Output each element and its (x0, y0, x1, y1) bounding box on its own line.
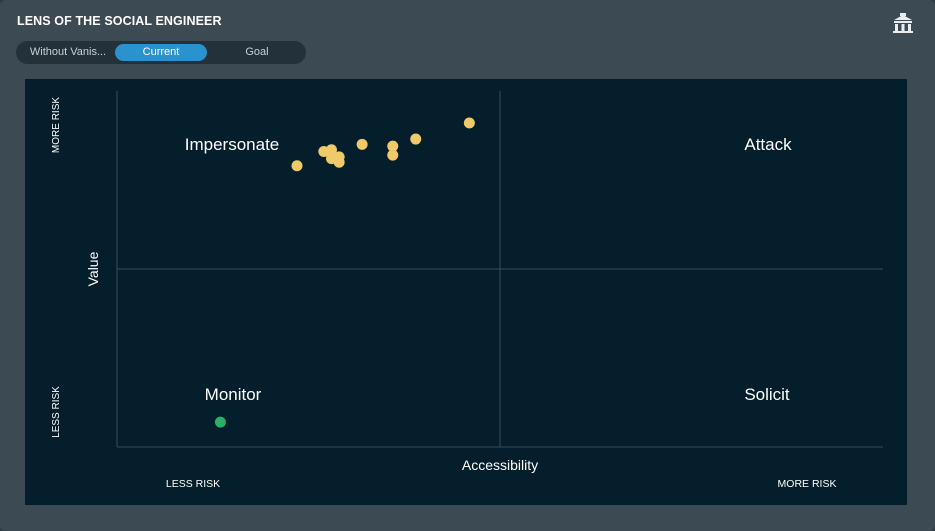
data-points (214, 117, 475, 428)
building-icon (893, 13, 913, 33)
x-axis-high-label: MORE RISK (778, 478, 837, 490)
data-point-1-0[interactable] (214, 416, 226, 428)
toggle-current[interactable]: Current (115, 44, 207, 61)
y-axis-low-label: LESS RISK (51, 386, 62, 438)
y-axis-high-label: MORE RISK (51, 97, 62, 153)
data-point-0-6[interactable] (356, 138, 368, 150)
data-point-0-9[interactable] (410, 133, 422, 145)
quadrant-label-attack: Attack (744, 135, 792, 154)
data-point-0-8[interactable] (387, 149, 399, 161)
scenario-toggle: Without Vanis... Current Goal (16, 41, 306, 64)
x-axis-title: Accessibility (462, 457, 538, 473)
quadrant-chart: Impersonate Attack Monitor Solicit Value… (51, 91, 883, 490)
widget-title: LENS OF THE SOCIAL ENGINEER (17, 14, 222, 28)
data-point-0-5[interactable] (333, 156, 345, 168)
data-point-0-3[interactable] (325, 144, 337, 156)
data-point-0-0[interactable] (291, 160, 303, 172)
y-axis-title: Value (85, 251, 101, 286)
quadrant-label-monitor: Monitor (205, 385, 262, 404)
quadrant-label-solicit: Solicit (744, 385, 790, 404)
data-point-0-10[interactable] (463, 117, 475, 129)
toggle-without-vanis[interactable]: Without Vanis... (29, 46, 107, 58)
toggle-goal[interactable]: Goal (245, 46, 269, 58)
quadrant-label-impersonate: Impersonate (185, 135, 280, 154)
data-point-0-7[interactable] (387, 140, 399, 152)
chart-panel: Impersonate Attack Monitor Solicit Value… (25, 79, 907, 505)
x-axis-low-label: LESS RISK (166, 478, 220, 490)
